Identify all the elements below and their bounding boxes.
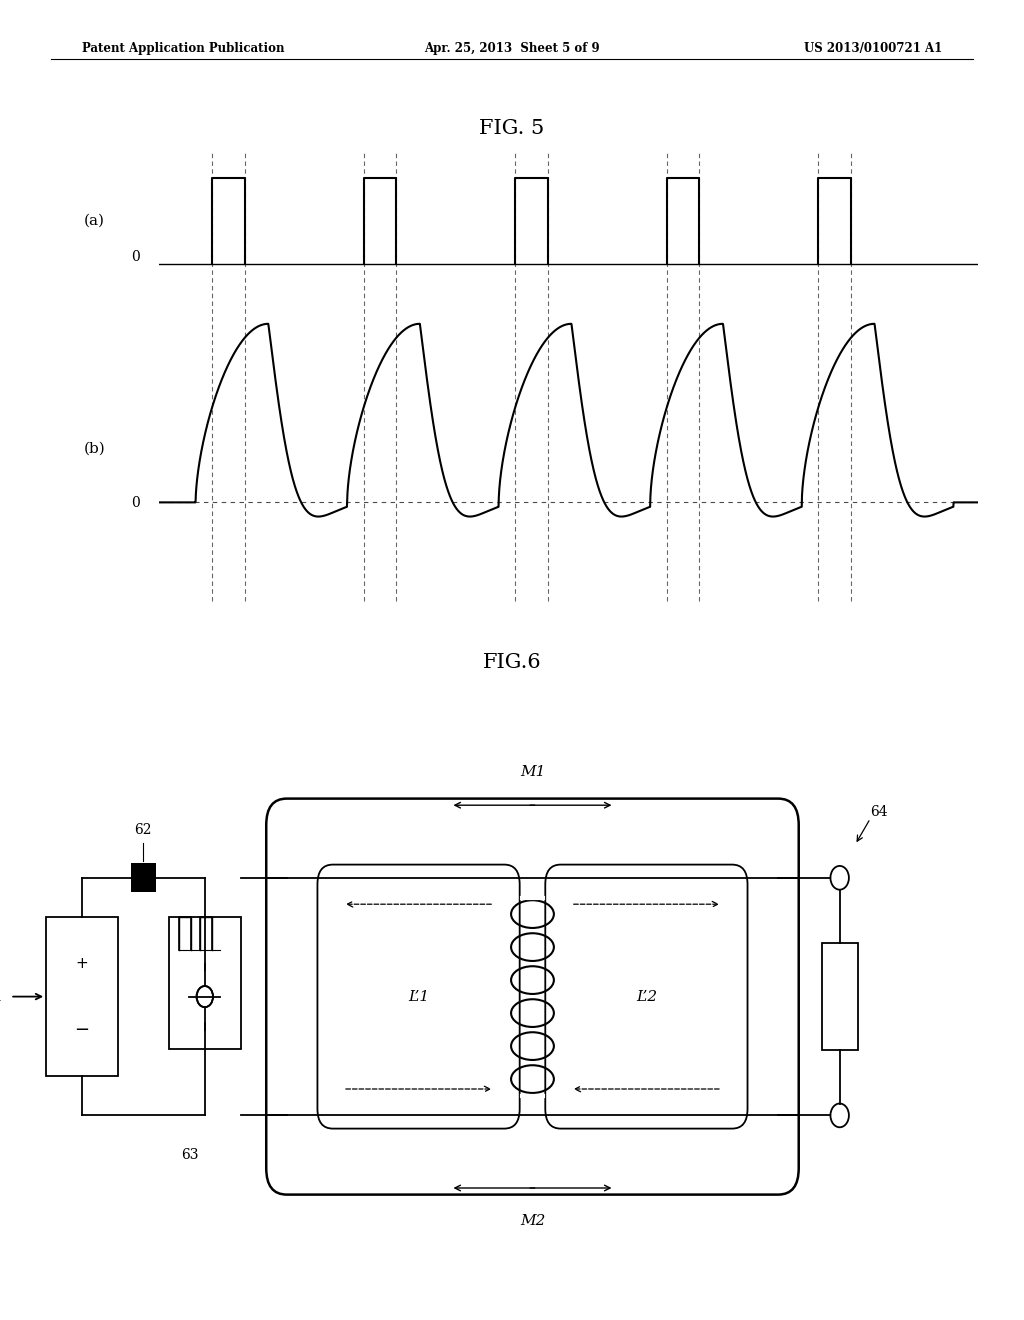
Text: Apr. 25, 2013  Sheet 5 of 9: Apr. 25, 2013 Sheet 5 of 9 [424, 42, 600, 55]
FancyBboxPatch shape [266, 799, 799, 1195]
Text: +: + [76, 956, 88, 972]
FancyBboxPatch shape [545, 865, 748, 1129]
Text: 64: 64 [870, 805, 888, 818]
Text: L’1: L’1 [408, 990, 429, 1003]
Text: US 2013/0100721 A1: US 2013/0100721 A1 [804, 42, 942, 55]
Text: 0: 0 [131, 496, 140, 510]
Text: FIG. 5: FIG. 5 [479, 119, 545, 137]
Text: FIG.6: FIG.6 [482, 653, 542, 672]
Text: 61: 61 [0, 990, 3, 1003]
Text: M2: M2 [520, 1214, 545, 1229]
Bar [46, 917, 118, 1076]
Text: 62: 62 [134, 822, 153, 837]
Bar [169, 917, 241, 1049]
Text: Patent Application Publication: Patent Application Publication [82, 42, 285, 55]
FancyBboxPatch shape [317, 865, 520, 1129]
Text: −: − [75, 1020, 89, 1039]
Text: 0: 0 [131, 251, 140, 264]
Text: 63: 63 [180, 1148, 199, 1163]
Text: L’2: L’2 [636, 990, 657, 1003]
Bar [131, 863, 156, 892]
Bar [821, 942, 858, 1051]
Text: M1: M1 [520, 764, 545, 779]
Text: (a): (a) [84, 214, 105, 227]
Text: (b): (b) [84, 442, 105, 455]
